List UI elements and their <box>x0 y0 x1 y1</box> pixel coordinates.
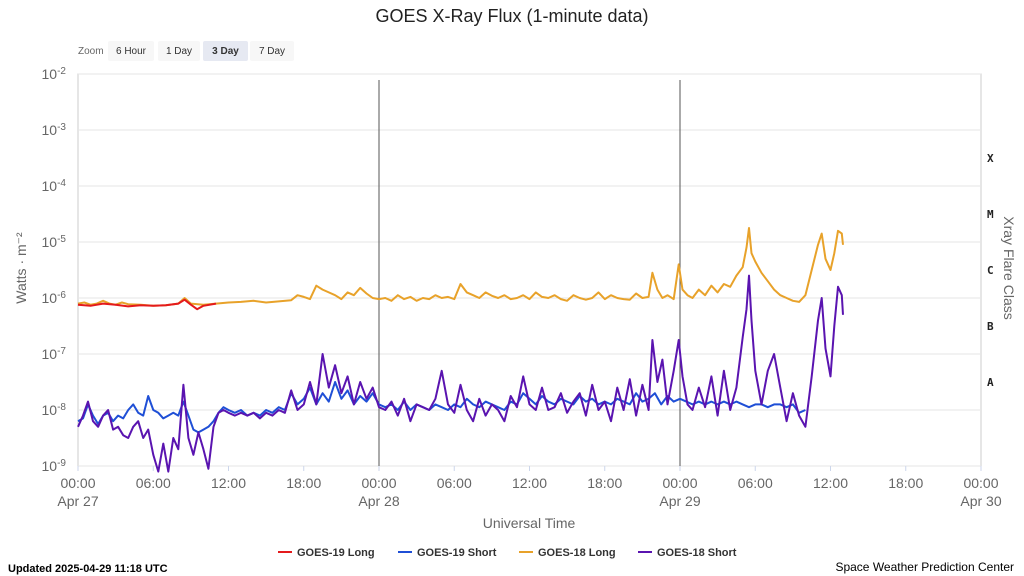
y-tick-base: 10 <box>42 346 58 362</box>
y-tick-exponent: -7 <box>57 346 66 357</box>
x-tick-time: 12:00 <box>813 475 848 491</box>
y-tick-label: 10-9 <box>42 458 67 474</box>
zoom-button-3-day[interactable]: 3 Day <box>203 41 248 61</box>
y-tick-exponent: -4 <box>57 178 66 189</box>
y-tick-base: 10 <box>42 458 58 474</box>
x-tick-time: 00:00 <box>963 475 998 491</box>
y-tick-base: 10 <box>42 66 58 82</box>
legend-label: GOES-19 Short <box>417 547 497 559</box>
y-tick-label: 10-2 <box>42 66 67 82</box>
zoom-button-label: 3 Day <box>212 46 239 57</box>
flare-class-label: B <box>987 320 994 333</box>
zoom-button-label: 7 Day <box>259 46 285 57</box>
zoom-button-1-day[interactable]: 1 Day <box>158 41 200 61</box>
legend-item-goes-19-long[interactable]: GOES-19 Long <box>278 547 375 559</box>
y-tick-label: 10-7 <box>42 346 67 362</box>
plot-frame <box>77 73 982 467</box>
x-tick-time: 00:00 <box>361 475 396 491</box>
x-tick-date: Apr 29 <box>659 493 700 509</box>
y-tick-label: 10-5 <box>42 234 67 250</box>
y-tick-label: 10-3 <box>42 122 67 138</box>
legend: GOES-19 Long GOES-19 Short GOES-18 Long GOE… <box>278 547 737 559</box>
y-tick-label: 10-4 <box>42 178 67 194</box>
zoom-button-bg <box>203 41 248 61</box>
x-tick-time: 06:00 <box>437 475 472 491</box>
x-tick-date: Apr 27 <box>57 493 98 509</box>
zoom-button-label: 1 Day <box>166 46 192 57</box>
legend-label: GOES-18 Short <box>657 547 737 559</box>
y-tick-label: 10-6 <box>42 290 67 306</box>
y-tick-base: 10 <box>42 122 58 138</box>
legend-item-goes-18-long[interactable]: GOES-18 Long <box>519 547 616 559</box>
x-tick-time: 18:00 <box>587 475 622 491</box>
y-tick-base: 10 <box>42 290 58 306</box>
y-tick-base: 10 <box>42 178 58 194</box>
y-tick-exponent: -8 <box>57 402 66 413</box>
x-tick-date: Apr 30 <box>960 493 1001 509</box>
series-line-goes-18-short <box>77 274 844 473</box>
zoom-button-label: 6 Hour <box>116 46 147 57</box>
credit-text: Space Weather Prediction Center <box>835 560 1014 574</box>
y-tick-exponent: -6 <box>57 290 66 301</box>
y-tick-base: 10 <box>42 234 58 250</box>
y-tick-exponent: -5 <box>57 234 66 245</box>
zoom-button-7-day[interactable]: 7 Day <box>250 41 294 61</box>
y-axis-title: Watts · m⁻² <box>13 232 29 304</box>
y-tick-exponent: -3 <box>57 122 66 133</box>
x-tick-time: 12:00 <box>211 475 246 491</box>
legend-label: GOES-19 Long <box>297 547 375 559</box>
zoom-button-bg <box>158 41 200 61</box>
x-tick-time: 00:00 <box>60 475 95 491</box>
x-tick-time: 06:00 <box>136 475 171 491</box>
y-axis: 10-210-310-410-510-610-710-810-9 <box>42 66 67 474</box>
flare-class-label: A <box>987 376 994 389</box>
flare-class-label: M <box>987 208 994 221</box>
y-tick-label: 10-8 <box>42 402 67 418</box>
zoom-button-bg <box>250 41 294 61</box>
y-tick-base: 10 <box>42 402 58 418</box>
flare-class-axis: X M C B A <box>987 152 994 389</box>
x-axis: 00:00 Apr 27 06:00 12:00 18:00 00:00 Apr 28 06:… <box>57 466 1002 509</box>
legend-label: GOES-18 Long <box>538 547 616 559</box>
updated-timestamp: Updated 2025-04-29 11:18 UTC <box>8 563 168 575</box>
x-tick-time: 18:00 <box>286 475 321 491</box>
x-tick-time: 12:00 <box>512 475 547 491</box>
x-tick-time: 06:00 <box>738 475 773 491</box>
x-tick-time: 18:00 <box>888 475 923 491</box>
zoom-label: Zoom <box>78 46 104 57</box>
series-group <box>77 227 844 473</box>
legend-item-goes-18-short[interactable]: GOES-18 Short <box>638 547 737 559</box>
x-axis-title: Universal Time <box>483 515 576 531</box>
flare-class-label: X <box>987 152 994 165</box>
right-axis-title: Xray Flare Class <box>1001 216 1017 319</box>
plot-area <box>77 73 982 467</box>
flare-class-label: C <box>987 264 994 277</box>
series-line-goes-18-long <box>77 227 844 307</box>
x-tick-date: Apr 28 <box>358 493 399 509</box>
y-tick-exponent: -2 <box>57 66 66 77</box>
legend-item-goes-19-short[interactable]: GOES-19 Short <box>398 547 497 559</box>
x-tick-time: 00:00 <box>662 475 697 491</box>
zoom-button-bg <box>108 41 154 61</box>
zoom-button-6-hour[interactable]: 6 Hour <box>108 41 154 61</box>
series-line-goes-19-long <box>77 298 217 311</box>
chart-title: GOES X-Ray Flux (1-minute data) <box>375 6 648 26</box>
y-tick-exponent: -9 <box>57 458 66 469</box>
zoom-bar: Zoom 6 Hour 1 Day 3 Day 7 Day <box>78 41 294 61</box>
